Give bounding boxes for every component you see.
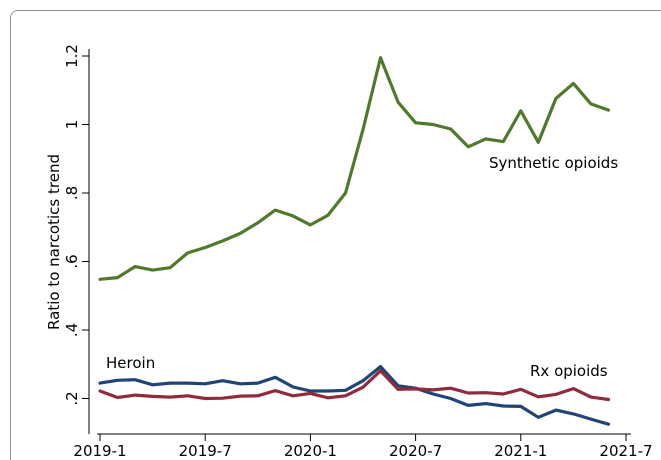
y-tick-label: .4 — [63, 323, 81, 337]
y-tick-label: 1.2 — [63, 44, 81, 68]
series-line-rx-opioids — [98, 369, 611, 402]
x-tick-label: 2021-1 — [494, 442, 547, 460]
y-axis-title: Ratio to narcotics trend — [45, 154, 63, 330]
y-tick-label: .8 — [63, 186, 81, 200]
y-tick-label: 1 — [63, 120, 81, 130]
series-label-rx-opioids: Rx opioids — [530, 362, 608, 380]
y-tick-label: .2 — [63, 391, 81, 405]
x-tick-label: 2020-1 — [284, 442, 337, 460]
x-tick-label: 2021-7 — [599, 442, 652, 460]
series-label-heroin: Heroin — [106, 354, 155, 372]
y-axis: .2 .4 .6 .8 1 1.2 — [63, 44, 90, 434]
x-tick-label: 2019-7 — [179, 442, 232, 460]
x-tick-label: 2020-7 — [389, 442, 442, 460]
series-labels: Synthetic opioids Heroin Rx opioids — [106, 154, 618, 380]
series-line-synthetic-opioids — [98, 56, 611, 281]
series-lines — [98, 56, 611, 426]
series-line-heroin — [98, 365, 611, 426]
y-tick-label: .6 — [63, 254, 81, 268]
series-label-synthetic-opioids: Synthetic opioids — [489, 154, 618, 172]
x-tick-label: 2019-1 — [73, 442, 126, 460]
chart-frame — [10, 10, 661, 460]
x-axis: 2019-1 2019-7 2020-1 2020-7 2021-1 2021-7 — [73, 433, 653, 460]
